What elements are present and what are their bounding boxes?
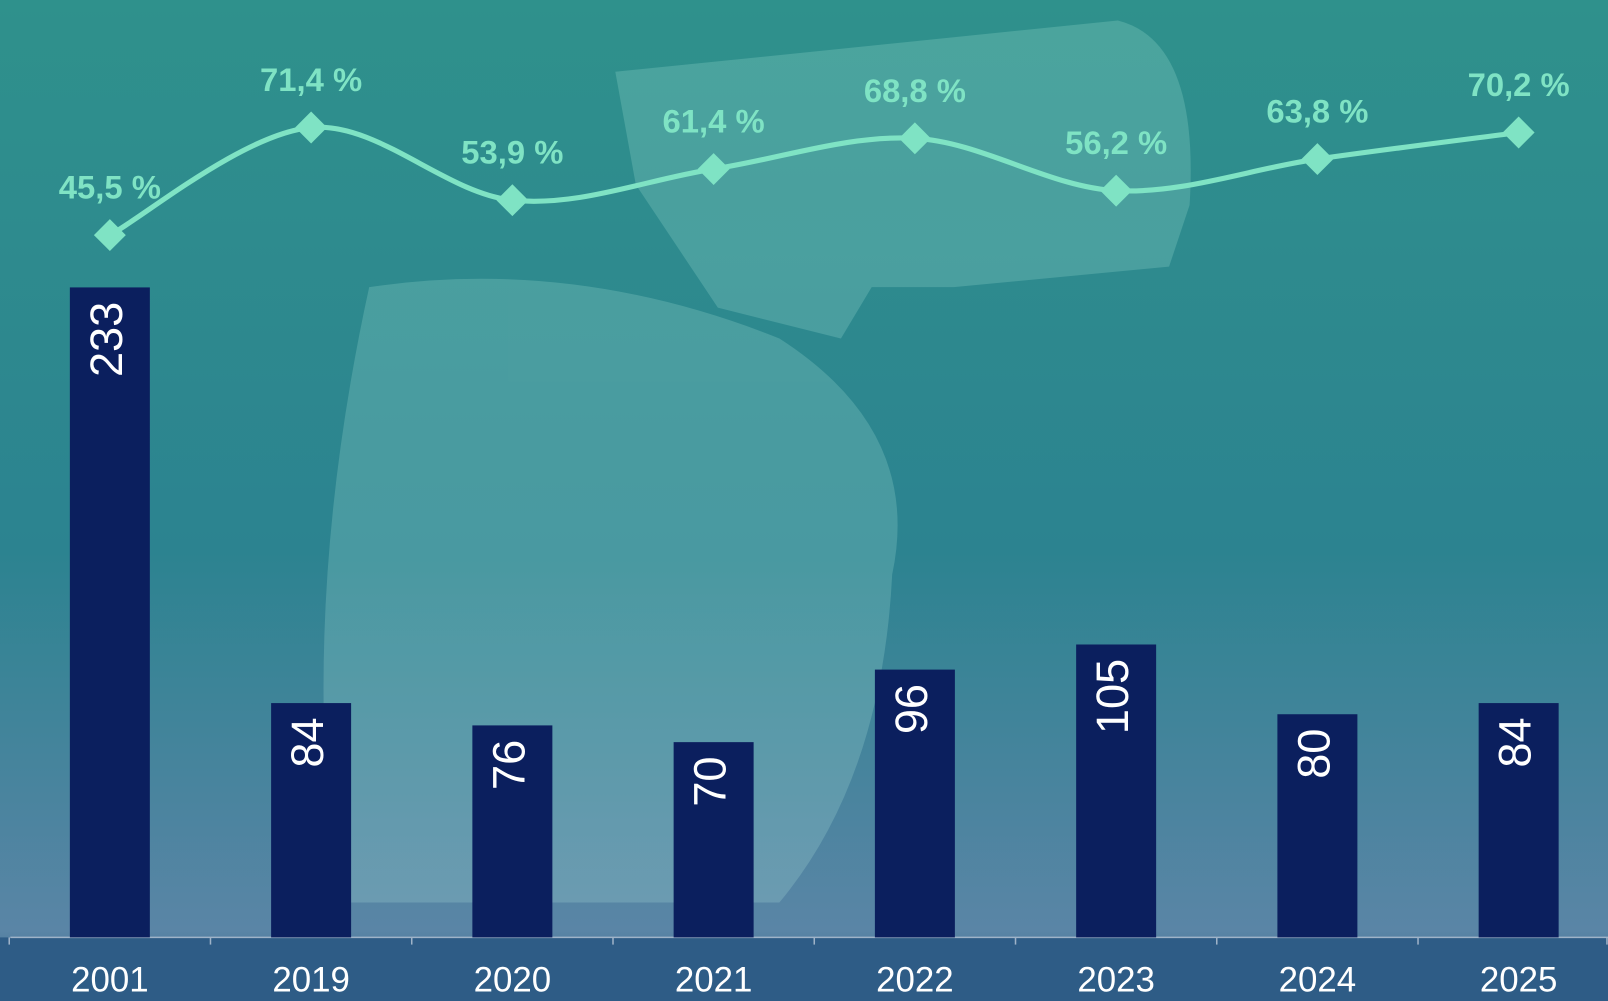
x-tick-label: 2022: [876, 961, 954, 1000]
bar: [472, 725, 553, 938]
background-picture: [323, 20, 1191, 903]
bar: [1478, 703, 1559, 938]
bar: [271, 703, 352, 938]
axis-band: [0, 937, 1608, 1001]
line-value-label: 71,4 %: [260, 61, 362, 98]
bar-value-label: 96: [886, 684, 937, 734]
x-tick-label: 2001: [71, 961, 149, 1000]
bar: [673, 742, 754, 938]
x-tick-label: 2024: [1279, 961, 1357, 1000]
bar-value-label: 84: [1490, 717, 1541, 767]
line-value-label: 63,8 %: [1266, 93, 1368, 130]
line-value-label: 70,2 %: [1468, 66, 1570, 103]
x-tick-label: 2021: [675, 961, 753, 1000]
line-value-label: 68,8 %: [864, 72, 966, 109]
x-tick-label: 2019: [272, 961, 350, 1000]
bar: [874, 669, 955, 938]
bar-value-label: 76: [483, 740, 534, 790]
x-tick-label: 2020: [474, 961, 552, 1000]
line-value-label: 45,5 %: [59, 169, 161, 206]
bar: [69, 287, 150, 938]
bar-value-label: 80: [1288, 729, 1339, 779]
x-tick-label: 2025: [1480, 961, 1558, 1000]
line-value-label: 53,9 %: [461, 134, 563, 171]
bar-value-label: 84: [282, 717, 333, 767]
bar-value-label: 233: [81, 302, 132, 377]
line-marker: [496, 184, 529, 217]
bar-value-label: 105: [1087, 659, 1138, 734]
line-value-label: 61,4 %: [663, 103, 765, 140]
bar: [1076, 644, 1157, 938]
bar: [1277, 714, 1358, 938]
bar-value-label: 70: [685, 756, 736, 806]
line-value-label: 56,2 %: [1065, 124, 1167, 161]
line-marker: [93, 219, 126, 252]
line-marker: [295, 111, 328, 144]
x-tick-label: 2023: [1077, 961, 1155, 1000]
